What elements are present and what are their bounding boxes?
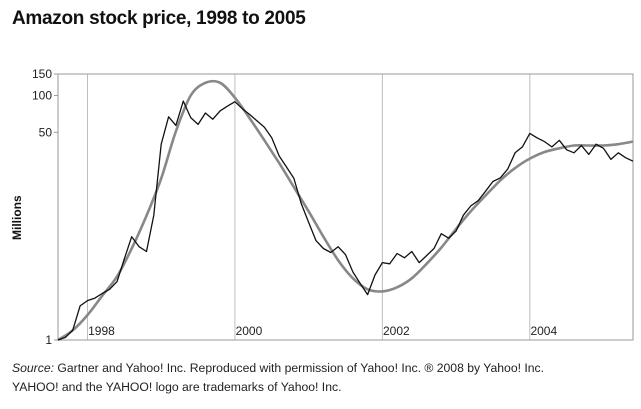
plot-frame: [57, 73, 634, 341]
price-line: [57, 100, 634, 341]
x-tick-label: 1998: [88, 324, 115, 338]
source-text: Gartner and Yahoo! Inc. Reproduced with …: [54, 361, 545, 375]
grid-lines: [86, 74, 531, 340]
x-axis: 1998 2000 2002 2004: [88, 324, 557, 338]
x-tick-label: 2004: [530, 324, 557, 338]
y-tick-label: 150: [32, 67, 52, 81]
source-note: Source: Gartner and Yahoo! Inc. Reproduc…: [12, 359, 632, 397]
chart-title: Amazon stock price, 1998 to 2005: [12, 8, 306, 29]
y-tick-label: 100: [32, 89, 52, 103]
x-tick-label: 2002: [383, 324, 410, 338]
trend-line: [57, 79, 634, 342]
x-tick-label: 2000: [236, 324, 263, 338]
y-axis-label: Millions: [10, 195, 24, 240]
y-tick-label: 1: [45, 333, 52, 347]
source-label: Source:: [12, 361, 55, 375]
y-tick-label: 50: [39, 125, 53, 139]
trademark-text: YAHOO! and the YAHOO! logo are trademark…: [12, 380, 342, 394]
